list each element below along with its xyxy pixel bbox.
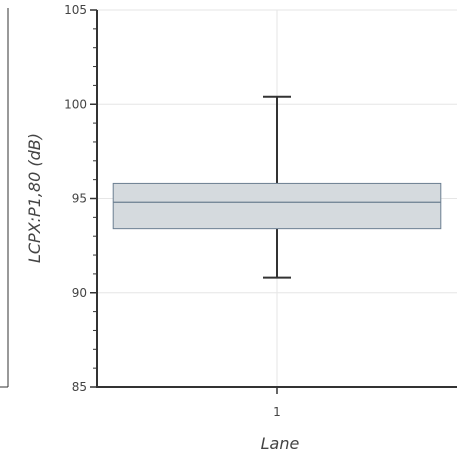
y-axis-title: LCPX:P1,80 (dB) xyxy=(25,133,44,263)
x-axis-title: Lane xyxy=(261,434,300,453)
iqr-box xyxy=(112,182,442,230)
y-tick-label: 90 xyxy=(72,286,87,300)
y-tick-label: 95 xyxy=(72,192,87,206)
adjacent-plot-fragment xyxy=(0,8,9,388)
x-tick-label: 1 xyxy=(273,405,281,419)
y-tick-label: 100 xyxy=(64,97,87,111)
box-1 xyxy=(112,95,442,279)
y-tick-label: 105 xyxy=(64,3,87,17)
x-axis-ticks: 1 xyxy=(273,387,281,419)
box-series xyxy=(112,95,442,279)
y-axis-ticks: 85 90 95 100 105 xyxy=(64,3,97,394)
y-tick-label: 85 xyxy=(72,380,87,394)
